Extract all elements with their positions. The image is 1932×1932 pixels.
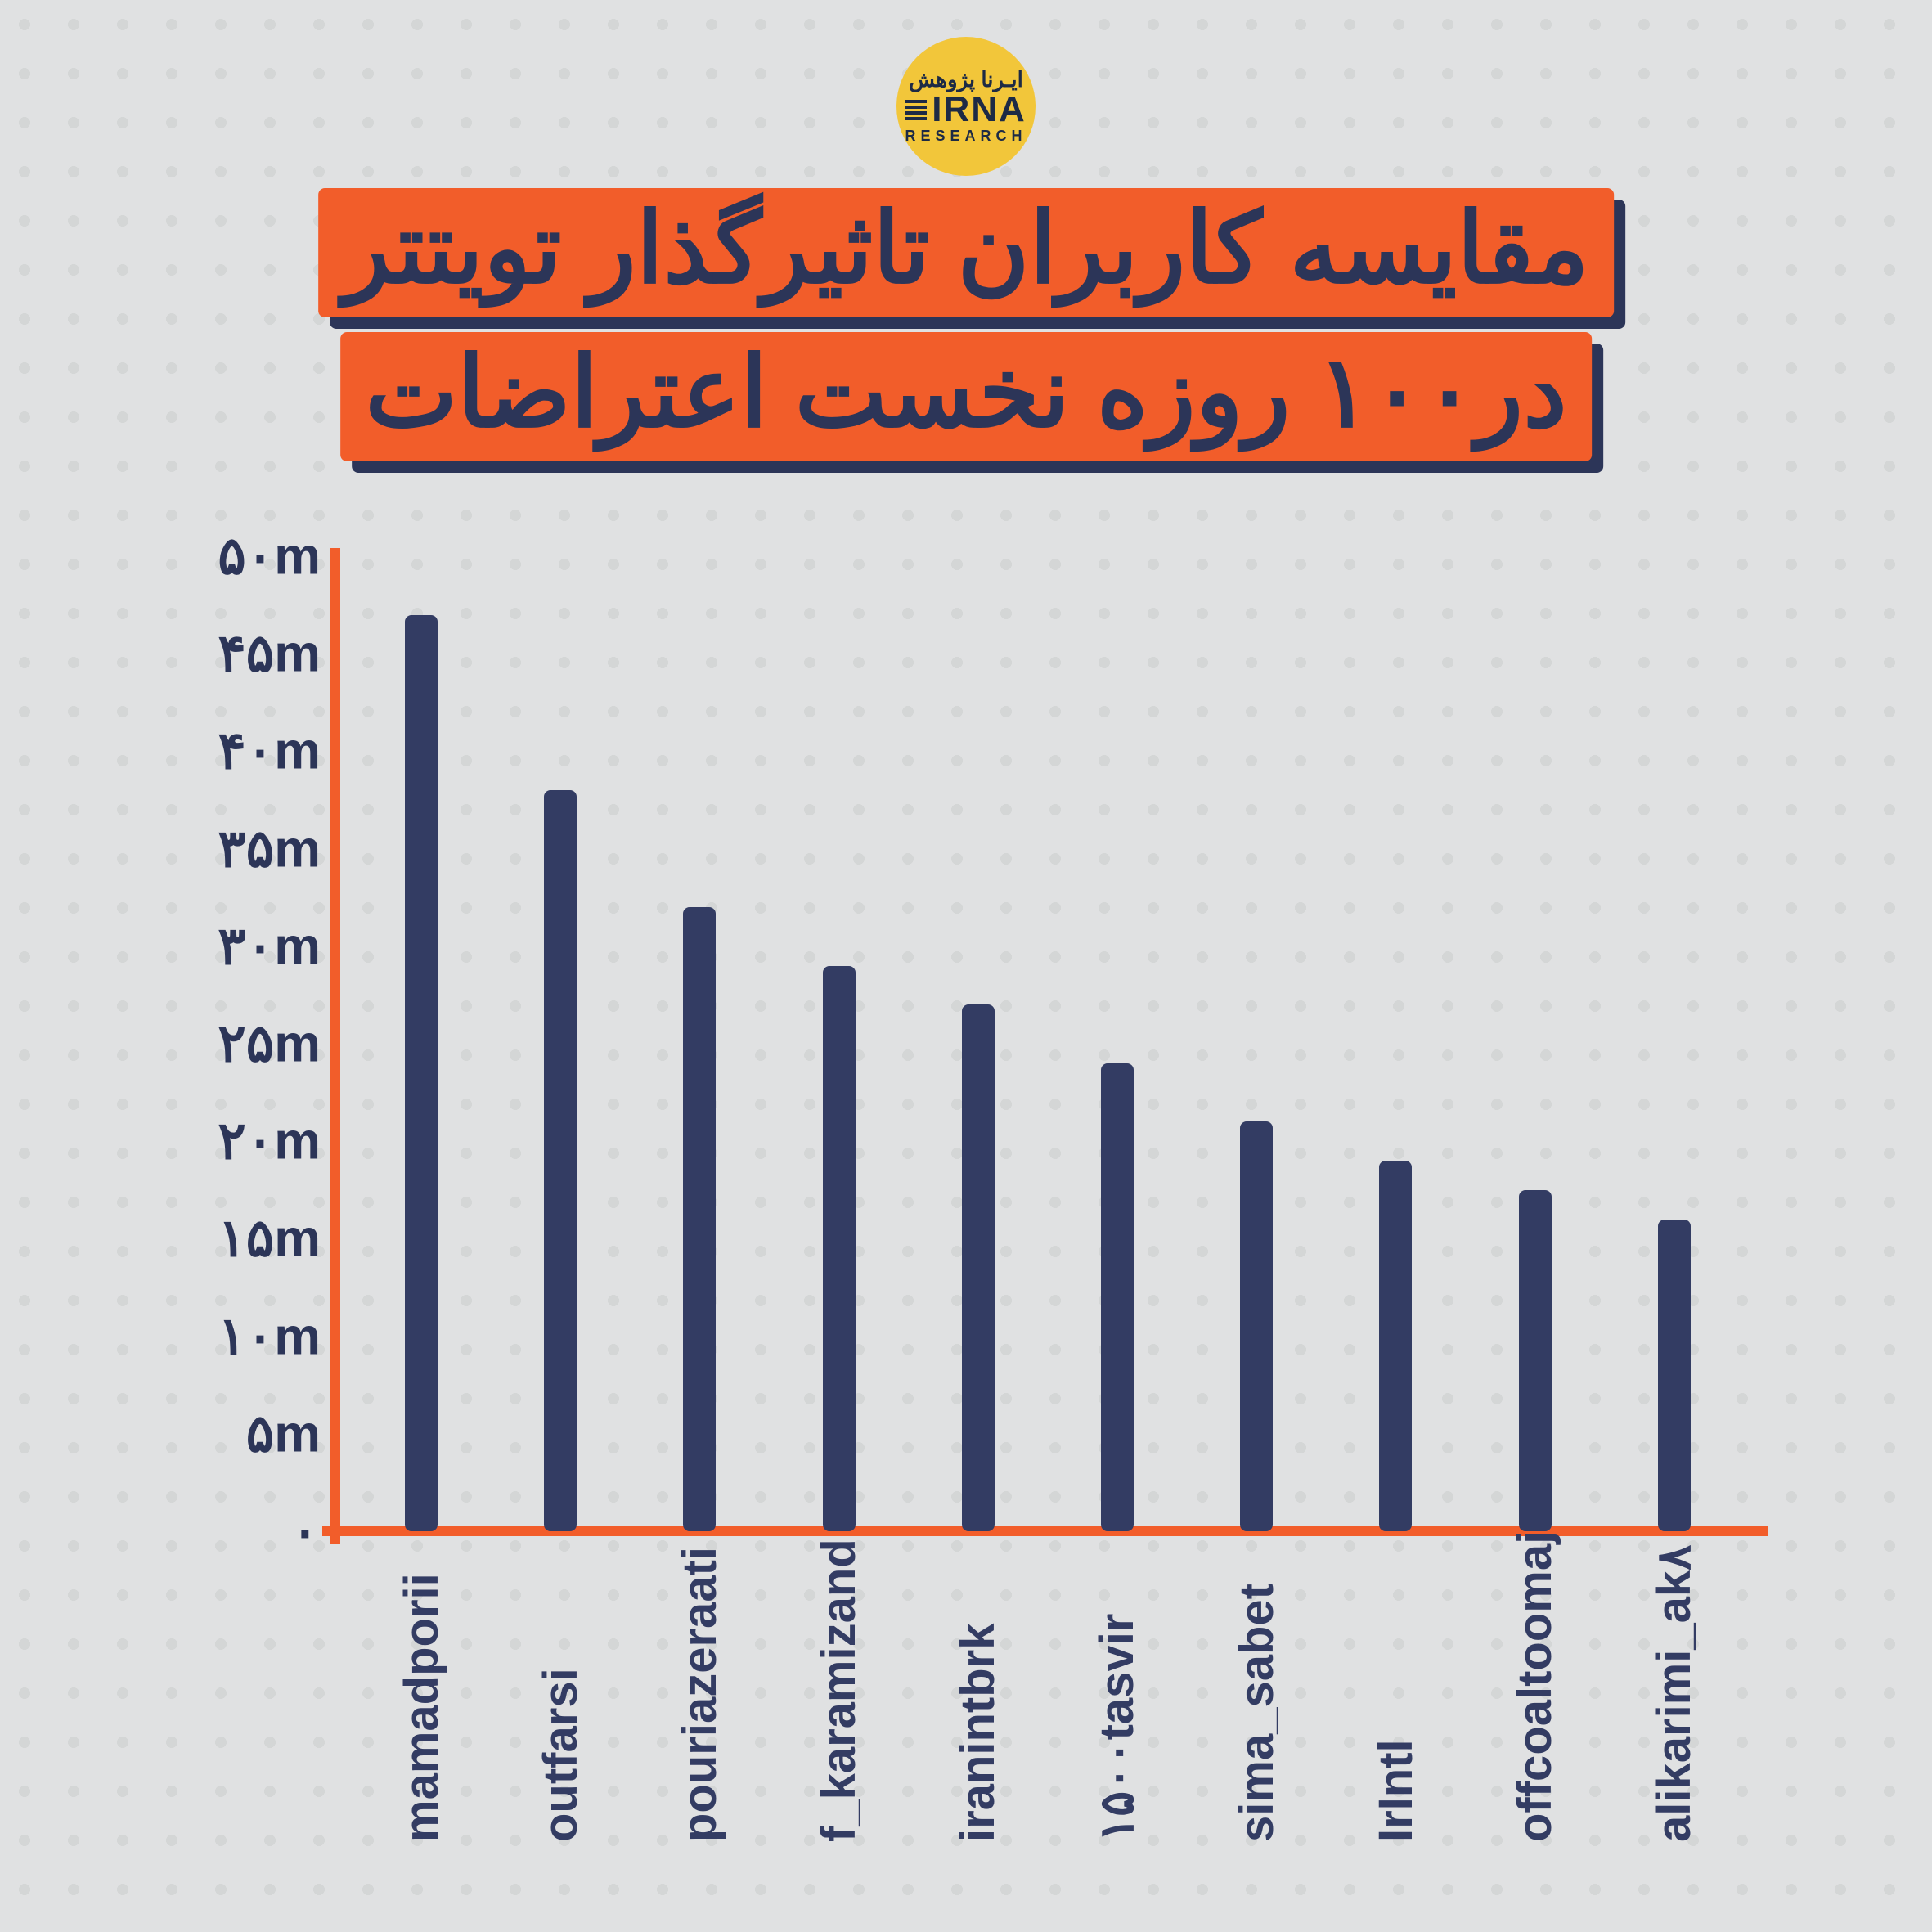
x-label: outfarsi [533,1564,588,1842]
title-block: مقایسه کاربران تاثیرگذار تویتتر در۱۰۰ رو… [318,188,1614,461]
x-label: pouriazeraati [672,1564,727,1842]
content: ایـرنا پژوهش IRNA RESEARCH مقایسه کاربرا… [0,0,1932,1932]
y-ticks: ۰۵m۱۰m۱۵m۲۰m۲۵m۳۰m۳۵m۴۰m۴۵m۵۰m [172,556,319,1531]
bar [1519,1190,1552,1531]
y-axis [330,548,340,1544]
y-tick: ۴۵m [172,623,319,685]
logo: ایـرنا پژوهش IRNA RESEARCH [896,37,1036,176]
y-tick: ۲۵m [172,1013,319,1075]
y-tick: ۴۰m [172,721,319,782]
x-label: alikarimi_ak۸ [1647,1564,1702,1842]
bar [1101,1063,1134,1531]
plot-area: ۰۵m۱۰m۱۵m۲۰m۲۵m۳۰m۳۵m۴۰m۴۵m۵۰m [335,556,1760,1531]
logo-mid-text: IRNA [932,91,1027,128]
y-tick: ۲۰m [172,1111,319,1172]
logo-circle: ایـرنا پژوهش IRNA RESEARCH [896,37,1036,176]
title-line-2: در۱۰۰ روزه نخست اعتراضات [340,332,1591,461]
bar [1240,1121,1273,1531]
bar [683,907,716,1531]
logo-text-mid: IRNA [905,91,1027,128]
logo-text-bot: RESEARCH [905,128,1027,144]
bar [1658,1220,1691,1531]
bar [544,790,577,1531]
x-label: iranintbrk [950,1564,1005,1842]
x-labels: mamadporii outfarsi pouriazeraati f_karamiz… [352,1564,1744,1842]
y-tick: ۰ [172,1501,319,1562]
x-label: sima_sabet [1229,1564,1284,1842]
bars [352,556,1744,1531]
x-label: ۱۵۰۰tasvir [1090,1564,1145,1842]
bar [405,615,438,1531]
y-tick: ۱۵m [172,1208,319,1269]
bar [1379,1161,1412,1531]
y-tick: ۳۰m [172,915,319,977]
y-tick: ۵m [172,1403,319,1464]
x-label: f_karamizand [811,1564,866,1842]
bar [823,966,856,1531]
x-label: offcoaltoomaj [1507,1564,1562,1842]
canvas: ایـرنا پژوهش IRNA RESEARCH مقایسه کاربرا… [0,0,1932,1932]
y-tick: ۳۵m [172,818,319,879]
title-line-1: مقایسه کاربران تاثیرگذار تویتتر [318,188,1614,317]
logo-text-top: ایـرنا پژوهش [909,69,1023,91]
bar [962,1004,995,1531]
y-tick: ۵۰m [172,526,319,587]
y-tick: ۱۰m [172,1305,319,1367]
logo-bars-icon [905,100,927,120]
bar-chart: ۰۵m۱۰m۱۵m۲۰m۲۵m۳۰m۳۵m۴۰m۴۵m۵۰m mamadpori… [172,556,1760,1842]
x-label: IrIntl [1368,1564,1423,1842]
x-label: mamadporii [394,1564,449,1842]
